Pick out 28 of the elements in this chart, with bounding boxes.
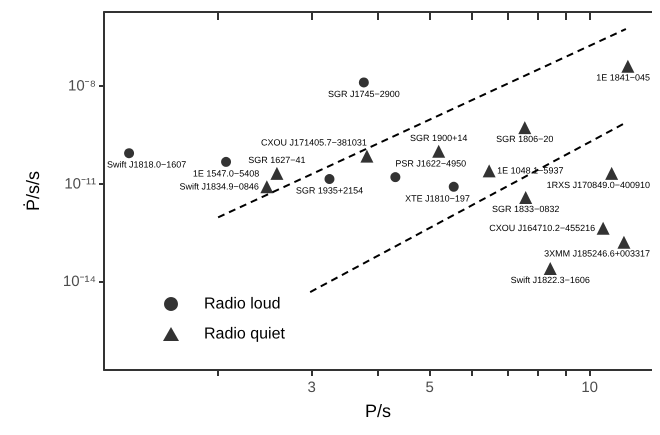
annotation: 3XMM J185246.6+003317 xyxy=(544,248,650,259)
annotation: 1E 1841−045 xyxy=(596,72,650,83)
annotation: CXOU J171405.7−381031 xyxy=(261,138,367,148)
y-tick-label: 10⁻¹⁴ xyxy=(62,272,96,290)
annotation: SGR J1745−2900 xyxy=(328,88,400,99)
annotation: XTE J1810−197 xyxy=(405,193,470,204)
x-tick-label: 3 xyxy=(308,379,316,396)
legend-label: Radio quiet xyxy=(204,326,286,342)
x-tick-label: 5 xyxy=(425,379,434,396)
annotation: Swift J1822.3−1606 xyxy=(510,274,590,285)
annotation: Swift J1834.9−0846 xyxy=(180,181,259,192)
y-tick-label: 10⁻⁸ xyxy=(68,78,96,95)
annotation: SGR 1627−41 xyxy=(248,154,306,165)
y-axis-title: Ṗ/s/s xyxy=(23,170,43,212)
annotation: 1E 1048.1−5937 xyxy=(497,165,564,176)
legend-label: Radio loud xyxy=(204,296,280,312)
annotation: SGR 1833−0832 xyxy=(492,204,560,214)
annotation: CXOU J164710.2−455216 xyxy=(489,222,596,233)
x-tick-label: 10 xyxy=(581,379,598,396)
x-axis-title: P/s xyxy=(364,401,392,421)
annotation: SGR 1935+2154 xyxy=(296,186,364,196)
annotation: 1RXS J170849.0−400910 xyxy=(546,180,650,190)
y-tick-label: 10⁻¹¹ xyxy=(64,175,96,192)
annotation: PSR J1622−4950 xyxy=(395,158,466,169)
annotation: SGR 1806−20 xyxy=(496,134,554,144)
annotation: 1E 1547.0−5408 xyxy=(192,168,260,178)
annotation: Swift J1818.0−1607 xyxy=(107,160,186,170)
annotation: SGR 1900+14 xyxy=(410,132,468,143)
